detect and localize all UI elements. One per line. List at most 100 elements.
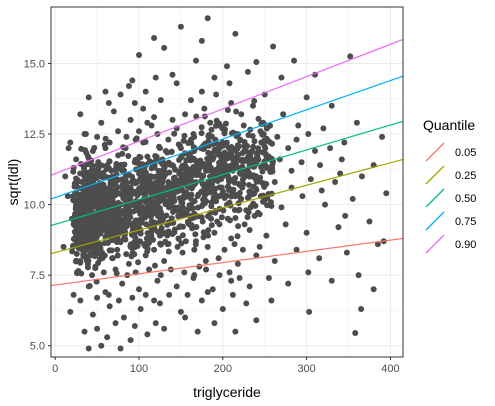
scatter-point bbox=[144, 331, 150, 337]
scatter-point bbox=[129, 77, 135, 83]
scatter-point bbox=[243, 300, 249, 306]
scatter-point bbox=[216, 221, 222, 227]
scatter-point bbox=[102, 145, 108, 151]
scatter-point bbox=[235, 223, 241, 229]
scatter-point bbox=[106, 292, 112, 298]
scatter-point bbox=[104, 162, 110, 168]
scatter-point bbox=[283, 221, 289, 227]
scatter-point bbox=[89, 272, 95, 278]
scatter-point bbox=[371, 286, 377, 292]
scatter-point bbox=[154, 154, 160, 160]
scatter-point bbox=[86, 346, 92, 352]
scatter-point bbox=[319, 187, 325, 193]
scatter-point bbox=[299, 159, 305, 165]
scatter-point bbox=[199, 124, 205, 130]
scatter-point bbox=[208, 216, 214, 222]
scatter-point bbox=[101, 269, 107, 275]
scatter-point bbox=[228, 147, 234, 153]
scatter-point bbox=[143, 292, 149, 298]
scatter-point bbox=[251, 138, 257, 144]
scatter-point bbox=[224, 155, 230, 161]
scatter-point bbox=[251, 184, 257, 190]
scatter-point bbox=[94, 134, 100, 140]
scatter-point bbox=[344, 250, 350, 256]
scatter-point bbox=[317, 162, 323, 168]
scatter-point bbox=[268, 165, 274, 171]
scatter-point bbox=[183, 238, 189, 244]
scatter-point bbox=[304, 94, 310, 100]
scatter-point bbox=[235, 152, 241, 158]
scatter-point bbox=[232, 241, 238, 247]
scatter-point bbox=[211, 75, 217, 81]
scatter-point bbox=[196, 264, 202, 270]
scatter-point bbox=[87, 171, 93, 177]
scatter-point bbox=[165, 137, 171, 143]
scatter-point bbox=[180, 232, 186, 238]
x-tick-label: 400 bbox=[381, 363, 399, 375]
scatter-point bbox=[203, 258, 209, 264]
scatter-point bbox=[134, 190, 140, 196]
scatter-point bbox=[200, 202, 206, 208]
scatter-point bbox=[209, 200, 215, 206]
scatter-point bbox=[114, 247, 120, 253]
scatter-point bbox=[245, 214, 251, 220]
scatter-point bbox=[167, 193, 173, 199]
scatter-point bbox=[230, 187, 236, 193]
scatter-point bbox=[157, 233, 163, 239]
scatter-point bbox=[199, 130, 205, 136]
legend-label-0.75: 0.75 bbox=[455, 216, 476, 228]
legend: Quantile 0.050.250.500.750.90 bbox=[423, 117, 476, 255]
scatter-point bbox=[113, 267, 119, 273]
scatter-point bbox=[216, 255, 222, 261]
scatter-point bbox=[191, 272, 197, 278]
scatter-point bbox=[199, 38, 205, 44]
scatter-point bbox=[123, 251, 129, 257]
scatter-point bbox=[101, 196, 107, 202]
y-axis-ticks: 5.0 7.5 10.0 12.5 15.0 bbox=[24, 58, 51, 352]
scatter-point bbox=[143, 252, 149, 258]
x-axis-title: triglyceride bbox=[193, 384, 261, 400]
scatter-point bbox=[205, 15, 211, 21]
legend-label-0.05: 0.05 bbox=[455, 147, 476, 159]
scatter-point bbox=[320, 125, 326, 131]
scatter-point bbox=[312, 148, 318, 154]
scatter-point bbox=[121, 185, 127, 191]
legend-label-0.25: 0.25 bbox=[455, 170, 476, 182]
scatter-point bbox=[144, 154, 150, 160]
scatter-point bbox=[253, 59, 259, 65]
scatter-point bbox=[149, 187, 155, 193]
scatter-point bbox=[92, 224, 98, 230]
scatter-point bbox=[207, 179, 213, 185]
scatter-point bbox=[140, 106, 146, 112]
scatter-point bbox=[274, 134, 280, 140]
scatter-point bbox=[95, 159, 101, 165]
scatter-point bbox=[152, 209, 158, 215]
scatter-point bbox=[135, 239, 141, 245]
x-tick-label: 200 bbox=[214, 363, 232, 375]
scatter-point bbox=[252, 213, 258, 219]
scatter-point bbox=[205, 233, 211, 239]
scatter-point bbox=[87, 178, 93, 184]
scatter-point bbox=[94, 187, 100, 193]
x-tick-label: 300 bbox=[297, 363, 315, 375]
scatter-point bbox=[126, 221, 132, 227]
scatter-point bbox=[104, 230, 110, 236]
scatter-point bbox=[178, 145, 184, 151]
scatter-point bbox=[305, 131, 311, 137]
scatter-point bbox=[166, 292, 172, 298]
scatter-point bbox=[280, 111, 286, 117]
legend-label-0.90: 0.90 bbox=[455, 239, 476, 251]
scatter-point bbox=[180, 250, 186, 256]
scatter-point bbox=[128, 337, 134, 343]
scatter-point bbox=[237, 275, 243, 281]
scatter-point bbox=[201, 106, 207, 112]
scatter-point bbox=[245, 69, 251, 75]
scatter-point bbox=[152, 263, 158, 269]
scatter-point bbox=[332, 179, 338, 185]
scatter-point bbox=[242, 143, 248, 149]
scatter-point bbox=[299, 193, 305, 199]
scatter-point bbox=[170, 72, 176, 78]
scatter-point bbox=[222, 195, 228, 201]
scatter-point bbox=[104, 334, 110, 340]
scatter-point bbox=[173, 189, 179, 195]
